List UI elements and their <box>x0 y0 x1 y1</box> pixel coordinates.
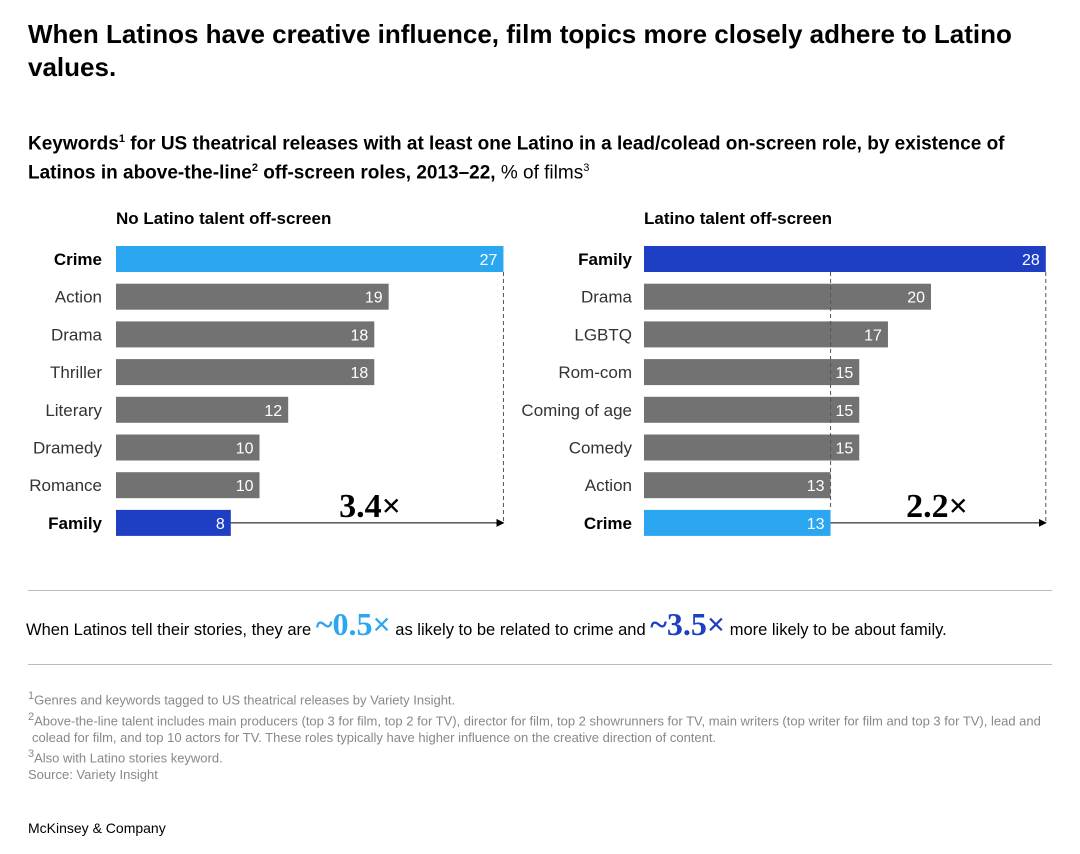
divider <box>28 664 1052 665</box>
callout-text: more likely to be about family. <box>725 621 947 639</box>
divider <box>28 590 1052 591</box>
value-label: 10 <box>236 441 254 458</box>
footnote-ref: 1 <box>118 133 125 145</box>
value-label: 15 <box>835 441 853 458</box>
chart-subtitle: Keywords1 for US theatrical releases wit… <box>28 127 1058 186</box>
footnote-text: Genres and keywords tagged to US theatri… <box>34 692 456 708</box>
category-label: Drama <box>581 288 633 307</box>
footnote-text: Also with Latino stories keyword. <box>34 750 223 766</box>
category-label: Coming of age <box>521 401 632 420</box>
subtitle-text: Keywords <box>28 133 119 155</box>
value-label: 10 <box>236 478 254 495</box>
category-label: Literary <box>45 401 102 420</box>
bar-drama <box>116 321 375 348</box>
right-panel-title: Latino talent off-screen <box>644 209 832 228</box>
bar-comedy <box>644 434 860 461</box>
bar-thriller <box>116 359 375 386</box>
category-label: Drama <box>51 325 103 344</box>
value-label: 13 <box>807 516 825 533</box>
brand-logo: McKinsey & Company <box>28 820 166 836</box>
footnote-ref: 2 <box>28 710 35 723</box>
category-label: Action <box>55 288 102 307</box>
value-label: 18 <box>351 365 369 382</box>
value-label: 28 <box>1022 252 1040 269</box>
bar-crime <box>116 246 504 272</box>
callout: When Latinos tell their stories, they ar… <box>26 606 947 643</box>
footnote-text: Above-the-line talent includes main prod… <box>32 713 1041 745</box>
subtitle-text: for US theatrical releases with at least… <box>28 133 1005 184</box>
bar-family <box>116 509 231 536</box>
value-label: 15 <box>835 403 853 420</box>
multiplier-label: 3.4× <box>339 488 401 525</box>
bar-charts: Crime 27 Action 19 Drama 18 Thriller 18 Literary… <box>29 246 1047 536</box>
subtitle-text: off-screen roles, 2013–22, <box>257 162 496 184</box>
bar-lgbtq <box>644 321 888 348</box>
value-label: 27 <box>480 252 498 269</box>
bar-literary <box>116 396 289 423</box>
footnote-ref: 1 <box>28 690 35 702</box>
family-multiplier: ~3.5× <box>650 606 726 642</box>
category-label: Dramedy <box>33 439 102 458</box>
category-label: Crime <box>54 250 102 269</box>
footnote-ref: 2 <box>251 162 258 175</box>
bar-action <box>116 283 389 310</box>
bar-romance <box>116 472 260 499</box>
source: Source: Variety Insight <box>28 767 1058 784</box>
bar-crime <box>644 509 831 536</box>
value-label: 8 <box>216 516 225 533</box>
callout-text: as likely to be related to crime and <box>390 621 651 639</box>
footnote-ref: 3 <box>28 748 35 761</box>
source-text: Source: Variety Insight <box>28 766 158 782</box>
subtitle-unit: % of films <box>495 162 584 184</box>
value-label: 19 <box>365 290 383 307</box>
callout-text: When Latinos tell their stories, they ar… <box>26 621 316 639</box>
crime-multiplier: ~0.5× <box>315 606 391 642</box>
value-label: 15 <box>835 365 853 382</box>
value-label: 17 <box>864 327 882 344</box>
value-label: 20 <box>907 290 925 307</box>
category-label: Crime <box>584 514 632 533</box>
footnote: 3Also with Latino stories keyword. <box>28 746 1058 767</box>
footnote: 1Genres and keywords tagged to US theatr… <box>28 688 1058 709</box>
bar-dramedy <box>116 434 260 461</box>
category-label: Family <box>48 514 102 533</box>
footnote-ref: 3 <box>583 162 590 175</box>
bar-action <box>644 472 831 499</box>
chart-title: When Latinos have creative influence, fi… <box>28 19 1012 82</box>
value-label: 18 <box>351 327 369 344</box>
bar-drama <box>644 283 931 310</box>
category-label: Romance <box>29 476 102 495</box>
value-label: 13 <box>807 478 825 495</box>
multiplier-label: 2.2× <box>906 488 968 525</box>
value-label: 12 <box>264 403 282 420</box>
left-panel-title: No Latino talent off-screen <box>116 209 332 228</box>
footnote: 2Above-the-line talent includes main pro… <box>28 709 1058 746</box>
bar-coming-of-age <box>644 396 860 423</box>
category-label: Rom-com <box>558 363 632 382</box>
footnotes: 1Genres and keywords tagged to US theatr… <box>28 688 1058 783</box>
category-label: Family <box>578 250 632 269</box>
category-label: LGBTQ <box>574 325 632 344</box>
category-label: Thriller <box>50 363 102 382</box>
category-label: Action <box>585 476 632 495</box>
category-label: Comedy <box>569 439 633 458</box>
bar-rom-com <box>644 359 860 386</box>
bar-family <box>644 246 1046 272</box>
